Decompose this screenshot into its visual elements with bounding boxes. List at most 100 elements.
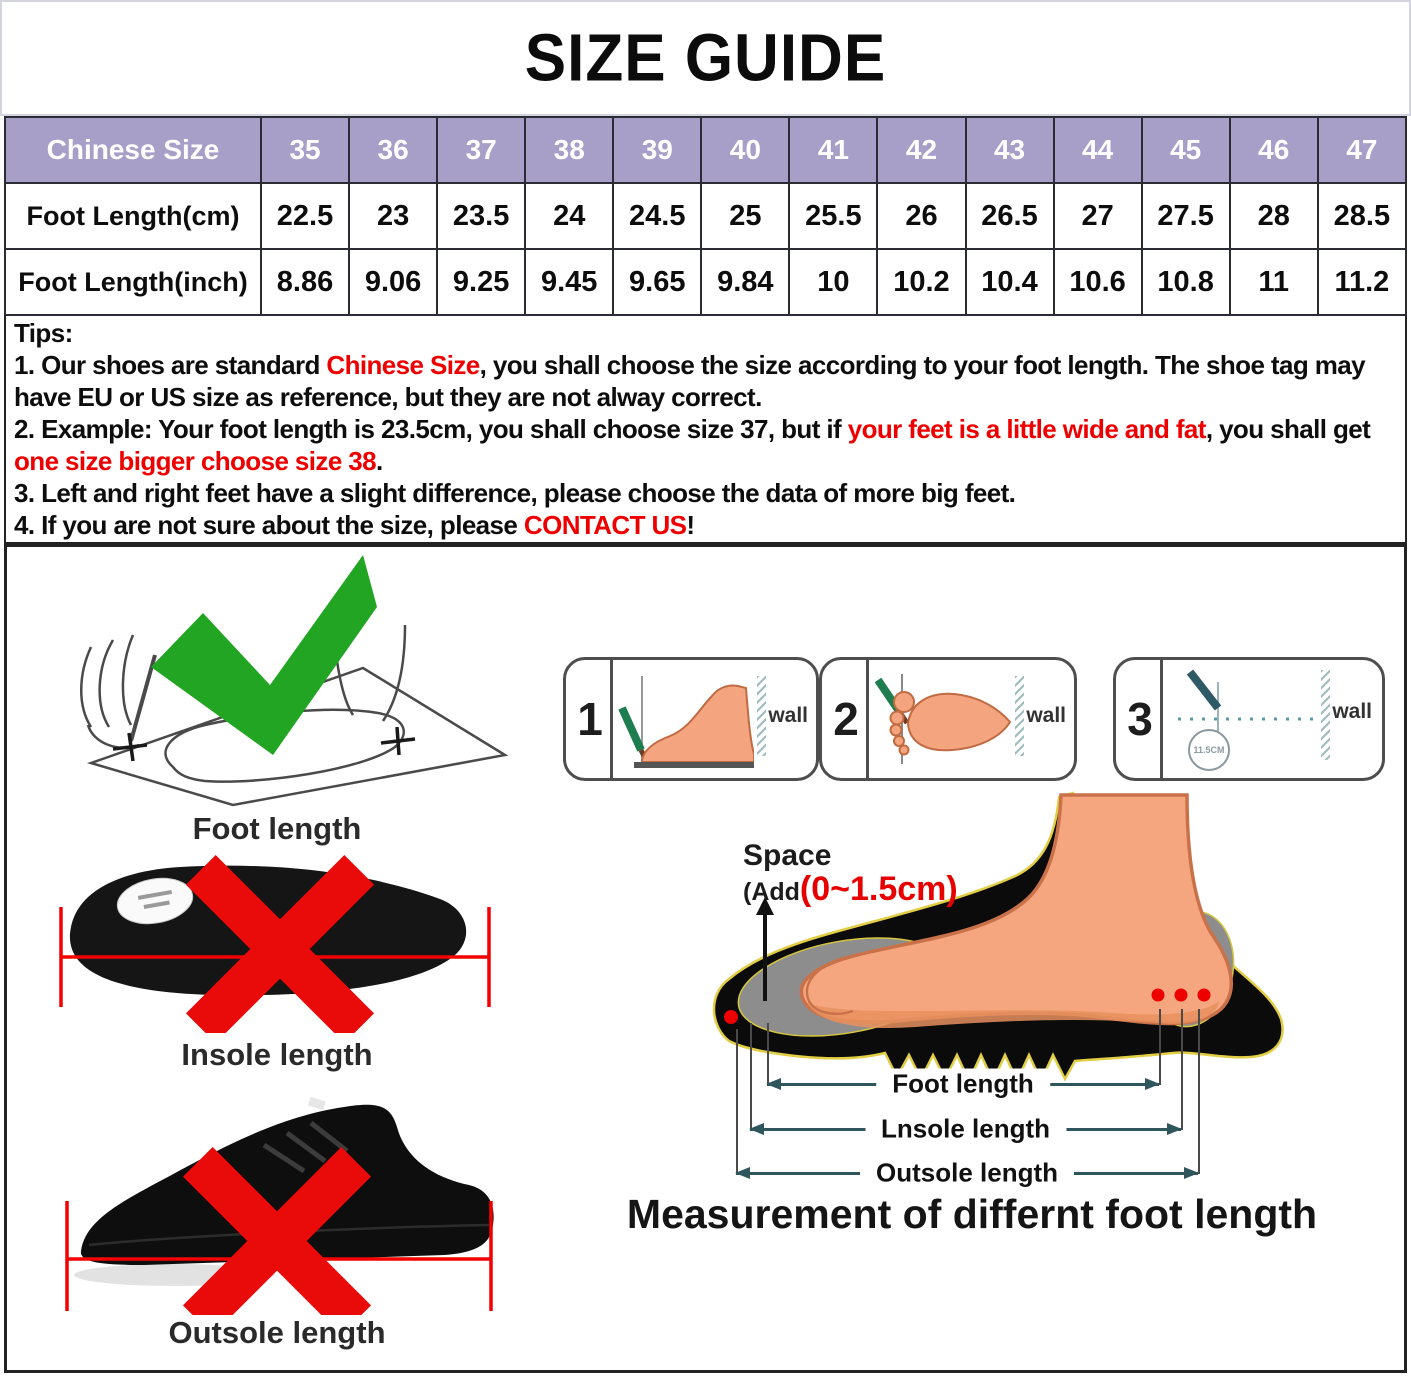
col-header-chinese-size: Chinese Size: [4, 116, 262, 184]
cm-cell: 26.5: [964, 182, 1055, 250]
size-cell: 36: [348, 116, 439, 184]
foot-side-view-icon: [618, 676, 754, 768]
inch-cell: 10.4: [964, 248, 1055, 316]
outsole-length-arrow-label: Outsole length: [860, 1157, 1074, 1189]
insole-illustration: [59, 854, 491, 1033]
insole-length-arrow: Lnsole length: [749, 1113, 1182, 1145]
step-number: 1: [577, 693, 603, 745]
cm-cell: 23: [348, 182, 439, 250]
inch-cell: 9.06: [348, 248, 439, 316]
inch-cell: 9.84: [700, 248, 791, 316]
page-title: SIZE GUIDE: [524, 20, 887, 96]
guide-line: [1198, 1009, 1200, 1174]
insole-length-arrow-label: Lnsole length: [865, 1113, 1066, 1145]
size-cell: 44: [1052, 116, 1143, 184]
up-arrow-icon: [756, 897, 774, 1001]
space-value: (0~1.5cm): [799, 870, 958, 908]
title-bar: SIZE GUIDE: [0, 0, 1411, 116]
divider: [1160, 660, 1163, 778]
inch-cell: 9.25: [436, 248, 527, 316]
step-panel-1: 1 wall: [563, 657, 819, 781]
wall-label: wall: [1332, 700, 1372, 723]
size-cell: 40: [700, 116, 791, 184]
tip-3: 3. Left and right feet have a slight dif…: [14, 478, 1016, 508]
measure-point-dots: [724, 988, 1211, 1024]
tip2-highlight-1: your feet is a little wide and fat: [847, 414, 1207, 444]
inch-cell: 10.2: [876, 248, 967, 316]
wall-hatch: [1015, 676, 1024, 756]
inch-cell: 10.8: [1140, 248, 1231, 316]
size-cell: 41: [788, 116, 879, 184]
space-annotation: Space (Add(0~1.5cm): [743, 839, 958, 908]
row-header-cm: Foot Length(cm): [4, 182, 262, 250]
size-cell: 38: [524, 116, 615, 184]
guide-line: [1159, 1009, 1161, 1085]
table-row-sizes: Chinese Size 35 36 37 38 39 40 41 42 43 …: [4, 116, 1408, 184]
red-x-icon: [185, 854, 375, 1033]
tip-2: 2. Example: Your foot length is 23.5cm, …: [14, 414, 1371, 476]
wall-hatch: [757, 676, 766, 756]
cm-cell: 25: [700, 182, 791, 250]
wall-label: wall: [768, 704, 808, 727]
wall-label: wall: [1026, 704, 1066, 727]
foot-tracing-illustration: [80, 555, 509, 807]
size-cell: 42: [876, 116, 967, 184]
guide-line: [767, 1023, 769, 1085]
cm-cell: 27.5: [1140, 182, 1231, 250]
measure-value-badge: 11.5CM: [1188, 729, 1230, 771]
foot-length-arrow-label: Foot length: [876, 1068, 1050, 1100]
insole-length-label: Insole length: [181, 1037, 373, 1072]
cm-cell: 27: [1052, 182, 1143, 250]
tip-4: 4. If you are not sure about the size, p…: [14, 510, 695, 540]
guide-line: [750, 1023, 752, 1130]
step-panel-3: 3 11.5CM wall: [1113, 657, 1385, 781]
tip2-highlight-2: one size bigger choose size 38: [14, 446, 377, 476]
divider: [866, 660, 869, 778]
tip1-highlight: Chinese Size: [326, 350, 480, 380]
row-header-inch: Foot Length(inch): [4, 248, 262, 316]
cm-cell: 23.5: [436, 182, 527, 250]
inch-cell: 9.45: [524, 248, 615, 316]
step-panel-2: 2 wall: [819, 657, 1077, 781]
inch-cell: 10: [788, 248, 879, 316]
foot-top-view-icon: [874, 674, 1012, 764]
guide-line: [736, 1029, 738, 1174]
wall-hatch: [1321, 670, 1330, 760]
tips-heading: Tips:: [14, 318, 73, 348]
green-checkmark-icon: [151, 555, 377, 755]
inch-cell: 11.2: [1316, 248, 1408, 316]
cm-cell: 22.5: [259, 182, 351, 250]
inch-cell: 11: [1228, 248, 1319, 316]
foot-length-label: Foot length: [192, 811, 362, 846]
table-row-cm: Foot Length(cm) 22.5 23 23.5 24 24.5 25 …: [4, 182, 1408, 250]
size-table: Chinese Size 35 36 37 38 39 40 41 42 43 …: [4, 116, 1408, 316]
inch-cell: 9.65: [612, 248, 703, 316]
tip-1: 1. Our shoes are standard Chinese Size, …: [14, 350, 1366, 412]
size-cell: 46: [1228, 116, 1319, 184]
tips-section: Tips: 1. Our shoes are standard Chinese …: [4, 315, 1407, 544]
outsole-length-label: Outsole length: [168, 1315, 386, 1350]
contact-us-link[interactable]: CONTACT US: [523, 510, 687, 540]
table-row-inch: Foot Length(inch) 8.86 9.06 9.25 9.45 9.…: [4, 248, 1408, 316]
size-cell: 47: [1316, 116, 1408, 184]
size-cell: 43: [964, 116, 1055, 184]
step-number: 2: [833, 693, 859, 745]
guide-line: [1181, 1009, 1183, 1130]
measurement-caption: Measurement of differnt foot length: [626, 1191, 1318, 1237]
divider: [610, 660, 613, 778]
outsole-length-arrow: Outsole length: [735, 1157, 1199, 1189]
cm-cell: 28.5: [1316, 182, 1408, 250]
cm-cell: 25.5: [788, 182, 879, 250]
cm-cell: 24: [524, 182, 615, 250]
cm-cell: 28: [1228, 182, 1319, 250]
step-number: 3: [1127, 693, 1153, 745]
inch-cell: 10.6: [1052, 248, 1143, 316]
measurement-illustrations: Foot length Insole length: [4, 544, 1407, 1373]
cm-cell: 26: [876, 182, 967, 250]
space-title: Space: [743, 839, 832, 872]
size-cell: 45: [1140, 116, 1231, 184]
red-x-icon: [182, 1146, 372, 1315]
foot-in-shoe-illustration: [712, 791, 1284, 1084]
size-cell: 35: [259, 116, 351, 184]
